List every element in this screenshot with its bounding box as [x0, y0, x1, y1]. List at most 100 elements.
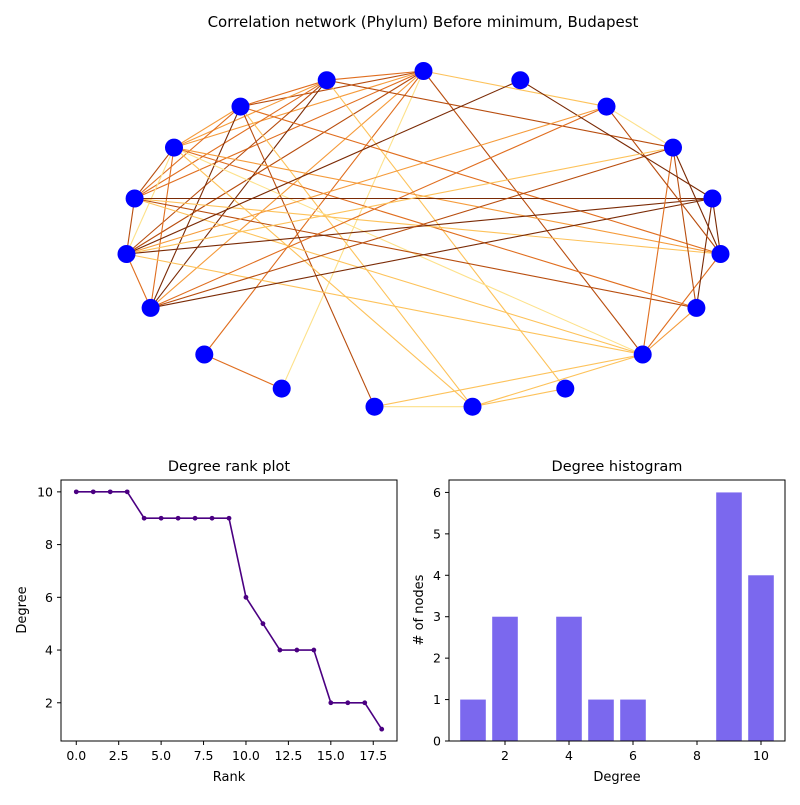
- network-node: [317, 71, 336, 90]
- network-edge: [134, 197, 697, 309]
- network-edge: [423, 70, 607, 108]
- network-edge: [472, 388, 566, 408]
- network-edge: [326, 79, 566, 389]
- histogram-bars: [460, 492, 774, 741]
- network-edge: [240, 70, 424, 108]
- histogram-x-label: Degree: [593, 770, 640, 785]
- network-edge: [173, 79, 327, 149]
- network-title: Correlation network (Phylum) Before mini…: [208, 13, 639, 31]
- network-node: [414, 62, 433, 80]
- histogram-x-tick-label: 2: [501, 748, 509, 763]
- network-node: [231, 97, 250, 116]
- rank-point: [73, 489, 79, 495]
- rank-x-tick-label: 7.5: [194, 748, 214, 763]
- network-edge: [642, 253, 721, 355]
- network-edge: [150, 79, 328, 309]
- rank-x-tick-label: 17.5: [359, 748, 387, 763]
- rank-point: [209, 515, 215, 521]
- network-edge: [125, 253, 152, 309]
- network-edge: [695, 198, 713, 308]
- network-edge: [672, 147, 722, 255]
- rank-x-tick-label: 2.5: [109, 748, 129, 763]
- rank-y-tick-label: 6: [45, 590, 53, 605]
- rank-point: [345, 700, 351, 706]
- network-node: [272, 379, 291, 398]
- network-edge: [281, 70, 425, 389]
- network-edge: [126, 197, 713, 255]
- network-edge: [150, 197, 713, 309]
- rank-point: [175, 515, 181, 521]
- histogram-bar: [716, 492, 742, 741]
- network-edge: [606, 106, 674, 149]
- histogram-x-tick-label: 8: [693, 748, 701, 763]
- network-edge: [134, 106, 241, 199]
- network-edge: [326, 79, 674, 149]
- network-node: [687, 298, 706, 317]
- network-edge: [173, 70, 424, 149]
- network-edge: [173, 147, 473, 408]
- histogram-bar: [620, 699, 646, 741]
- network-edge: [204, 353, 282, 390]
- histogram-y-tick-label: 0: [433, 734, 441, 749]
- network-node: [117, 245, 136, 263]
- network-edge: [134, 79, 327, 199]
- network-edge: [125, 147, 175, 255]
- rank-y-ticks: 2 4 6 8 10: [37, 484, 61, 710]
- network-edge: [125, 198, 136, 255]
- network-edge: [642, 147, 674, 355]
- network-node: [365, 397, 384, 416]
- network-edge: [126, 79, 521, 255]
- network-edge: [150, 106, 607, 309]
- rank-point: [141, 515, 147, 521]
- network-edge: [173, 147, 643, 356]
- network-edge: [240, 106, 721, 255]
- rank-point: [124, 489, 130, 495]
- histogram-y-tick-label: 5: [433, 526, 441, 541]
- network-edge: [173, 106, 241, 149]
- histogram-y-ticks: 0 1 2 3 4 5 6: [433, 485, 449, 749]
- network-node: [711, 245, 730, 263]
- rank-point: [260, 621, 266, 627]
- rank-x-tick-label: 10.0: [232, 748, 260, 763]
- rank-x-ticks: 0.0 2.5 5.0 7.5 10.0 12.5 15.0 17.5: [66, 741, 387, 763]
- network-edge: [606, 106, 721, 255]
- network-node: [703, 189, 722, 208]
- network-edge: [126, 147, 674, 255]
- histogram-bar: [460, 699, 486, 741]
- network-node: [463, 397, 482, 416]
- network-edge: [173, 147, 697, 309]
- rank-y-tick-label: 2: [45, 695, 53, 710]
- rank-point: [243, 594, 249, 600]
- histogram-y-label: # of nodes: [412, 574, 427, 645]
- network-edge: [240, 106, 473, 408]
- network-edge: [711, 198, 722, 255]
- network-node: [556, 379, 575, 398]
- histogram-y-tick-label: 6: [433, 485, 441, 500]
- network-edge: [134, 197, 643, 356]
- rank-point: [277, 647, 283, 653]
- rank-y-tick-label: 4: [45, 643, 53, 658]
- network-edge: [672, 147, 697, 308]
- rank-point: [379, 726, 385, 732]
- degree-histogram: Degree histogram 2 4 6 8 10 0 1 2 3 4 5 6 Degree #…: [412, 459, 786, 785]
- rank-x-tick-label: 15.0: [317, 748, 345, 763]
- rank-point: [226, 515, 232, 521]
- rank-point: [158, 515, 164, 521]
- rank-y-tick-label: 10: [37, 484, 53, 499]
- network-edge: [150, 147, 175, 308]
- network-node: [165, 138, 183, 157]
- rank-x-tick-label: 5.0: [151, 748, 171, 763]
- histogram-bar: [556, 616, 582, 741]
- network-edge: [326, 70, 424, 81]
- network-edge: [423, 70, 644, 355]
- rank-series-line: [76, 491, 383, 730]
- rank-plot-frame: [60, 479, 398, 742]
- histogram-y-tick-label: 4: [433, 568, 441, 583]
- network-node: [664, 138, 682, 157]
- network-edge: [240, 79, 327, 108]
- histogram-y-tick-label: 1: [433, 692, 441, 707]
- degree-rank-plot: Degree rank plot 0.0 2.5 5.0 7.5 10.0 12.5 15.…: [15, 459, 398, 785]
- network-node: [195, 345, 214, 364]
